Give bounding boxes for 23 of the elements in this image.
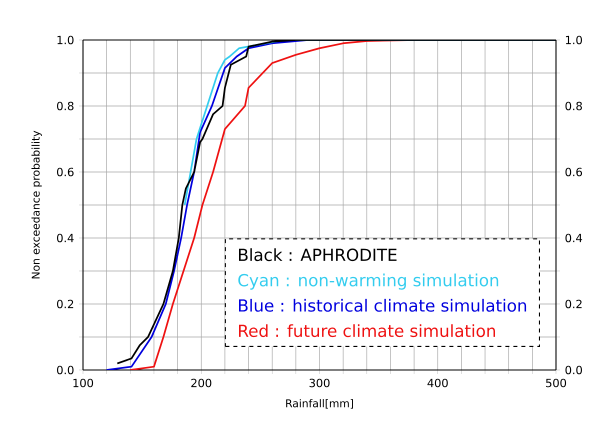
y-tick-label: 0.6 — [57, 168, 74, 176]
y-tick-label: 0.0 — [57, 366, 74, 374]
x-tick-label: 200 — [191, 378, 212, 388]
y2-tick-label: 0.8 — [565, 102, 582, 110]
x-tick-label: 300 — [310, 378, 330, 388]
y2-tick-label: 0.0 — [565, 366, 582, 374]
text: Black : APHRODITE — [239, 248, 397, 262]
text: Red : future climate simulation — [239, 324, 496, 338]
y-tick-label: 0.4 — [57, 234, 74, 242]
text: Cyan : non-warming simulation — [238, 274, 498, 290]
x-tick-label: 100 — [73, 378, 94, 388]
x-tick-label: 400 — [427, 378, 448, 388]
y-axis-title: Non exceedance probability — [31, 130, 42, 278]
y-tick-label: 0.8 — [57, 102, 74, 110]
text: Blue : historical climate simulation — [239, 298, 526, 312]
y2-tick-label: 1.0 — [566, 36, 582, 44]
y2-tick-label: 0.2 — [565, 300, 582, 308]
x-axis-title: Rainfall[mm] — [286, 399, 353, 409]
y2-tick-label: 0.6 — [565, 168, 582, 176]
y-tick-label: 1.0 — [58, 36, 74, 44]
x-tick-label: 500 — [546, 378, 566, 388]
y2-tick-label: 0.4 — [565, 234, 582, 242]
y-tick-label: 0.2 — [57, 300, 74, 308]
